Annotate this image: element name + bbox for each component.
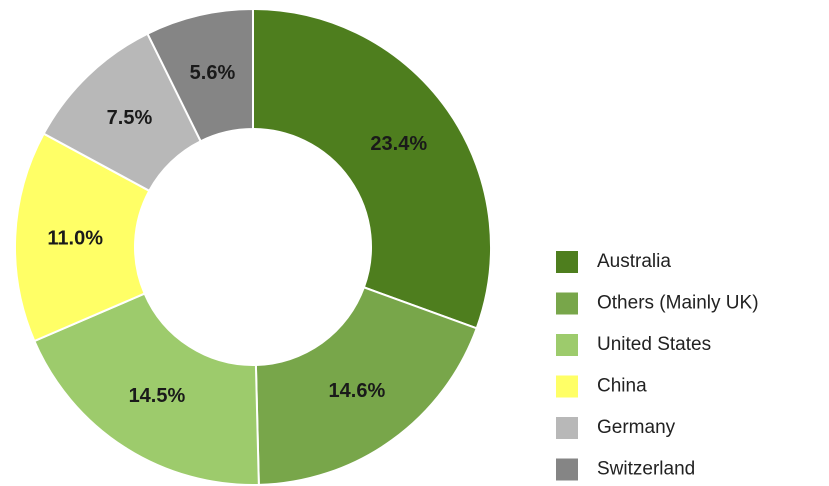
data-label: 14.5% (129, 385, 186, 407)
data-label: 14.6% (329, 380, 386, 402)
legend-label: Australia (597, 251, 671, 272)
legend-label: China (597, 376, 647, 397)
donut-slice (14, 132, 151, 343)
donut-slice (252, 7, 492, 330)
legend-swatch (556, 334, 578, 356)
donut-slice (254, 286, 478, 486)
donut-slice (33, 292, 260, 486)
legend-swatch (556, 292, 578, 315)
data-label: 5.6% (190, 62, 236, 84)
legend-label: United States (597, 334, 711, 355)
legend-swatch (556, 251, 578, 273)
legend-label: Germany (597, 417, 676, 438)
donut-slice (146, 7, 254, 143)
data-label: 7.5% (107, 107, 153, 129)
legend-swatch (556, 375, 578, 398)
legend-label: Others (Mainly UK) (597, 293, 759, 314)
legend-swatch (556, 458, 578, 481)
legend-label: Switzerland (597, 459, 695, 480)
legend-swatch (556, 417, 578, 439)
data-label: 23.4% (370, 133, 427, 155)
data-label: 11.0% (47, 227, 103, 249)
